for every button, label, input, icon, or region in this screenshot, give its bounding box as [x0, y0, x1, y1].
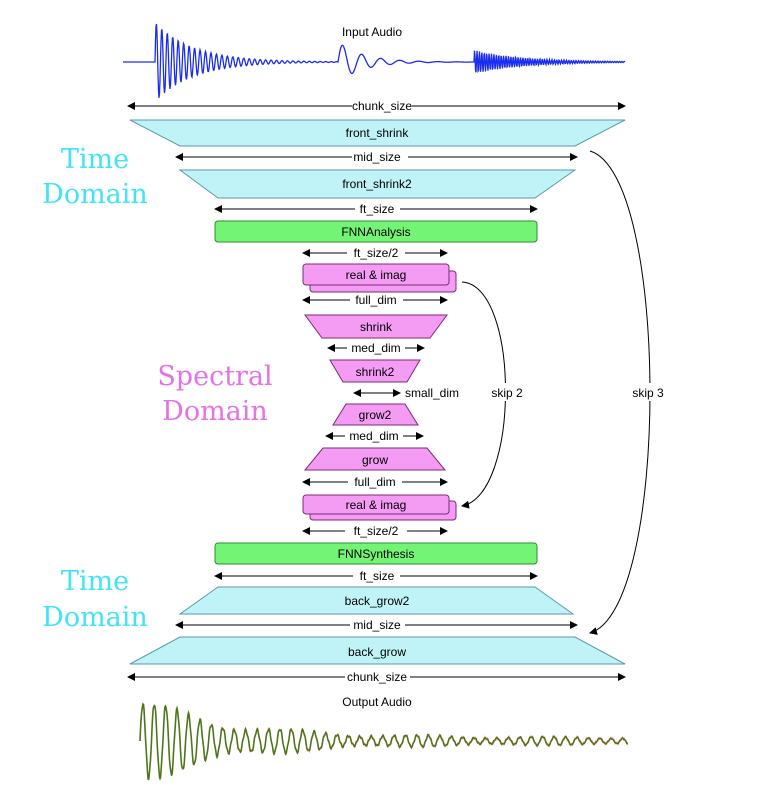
dimension-ft-size-half-bottom: ft_size/2 [302, 524, 448, 538]
dim-label: chunk_size [352, 99, 412, 113]
output-waveform-overlay [139, 703, 629, 781]
dimension-ft-size-bottom: ft_size [214, 569, 538, 583]
dimension-ft-size-half-top: ft_size/2 [302, 246, 448, 260]
block-grow: grow [303, 447, 447, 471]
block-label: front_shrink2 [342, 177, 412, 191]
time-domain-label-top: Time Domain [42, 144, 148, 210]
block-real-imag-top: real & imag [302, 263, 457, 293]
block-fnn-synthesis: FNNSynthesis [214, 542, 538, 565]
dim-label: mid_size [353, 150, 401, 164]
dimension-med-dim-top: med_dim [327, 341, 425, 355]
skip-label: skip 2 [491, 386, 523, 400]
skip-2-connector: skip 2 [461, 281, 527, 509]
block-label: FNNAnalysis [341, 225, 410, 239]
output-waveform [139, 702, 629, 781]
time-domain-word-2: Domain [42, 602, 148, 633]
dim-label: full_dim [355, 293, 396, 307]
output-audio-label: Output Audio [342, 695, 412, 709]
block-real-imag-bottom: real & imag [302, 494, 457, 521]
time-domain-word-2: Domain [42, 179, 148, 210]
dim-label: chunk_size [347, 670, 407, 684]
dim-label: ft_size [360, 569, 395, 583]
dimension-mid-size-top: mid_size [175, 150, 578, 164]
block-grow2: grow2 [332, 403, 419, 426]
dimension-med-dim-bottom: med_dim [325, 429, 424, 443]
block-shrink: shrink [304, 314, 448, 339]
block-label: real & imag [346, 498, 407, 512]
block-label: back_grow [348, 645, 406, 659]
block-back-grow: back_grow [129, 636, 626, 665]
dimension-mid-size-bottom: mid_size [175, 618, 578, 632]
block-label: back_grow2 [345, 594, 410, 608]
dimension-chunk-size-bottom: chunk_size [127, 670, 626, 684]
input-audio-label: Input Audio [342, 25, 402, 39]
dim-label: med_dim [351, 341, 400, 355]
dim-label: ft_size/2 [354, 246, 399, 260]
block-label: real & imag [346, 268, 407, 282]
dim-label: mid_size [353, 618, 401, 632]
block-back-grow2: back_grow2 [178, 586, 575, 615]
dim-label: ft_size [360, 202, 395, 216]
dimension-full-dim-bottom: full_dim [302, 475, 448, 489]
skip-label: skip 3 [632, 386, 664, 400]
block-label: grow2 [359, 408, 392, 422]
dim-label: full_dim [354, 475, 395, 489]
dim-label: med_dim [349, 429, 398, 443]
block-label: FNNSynthesis [338, 547, 415, 561]
dimension-full-dim-top: full_dim [302, 293, 448, 307]
spectral-domain-label: Spectral Domain [157, 361, 272, 427]
block-front-shrink: front_shrink [129, 119, 626, 147]
input-waveform [123, 23, 626, 98]
dimension-chunk-size-top: chunk_size [127, 99, 626, 113]
dimension-ft-size-top: ft_size [214, 202, 538, 216]
dim-label: small_dim [405, 386, 459, 400]
dimension-small-dim: small_dim [353, 386, 459, 400]
skip-3-connector: skip 3 [589, 150, 668, 635]
spectral-domain-word-2: Domain [162, 396, 268, 427]
block-label: front_shrink [346, 126, 410, 140]
block-shrink2: shrink2 [329, 359, 421, 383]
block-fnn-analysis: FNNAnalysis [214, 220, 538, 243]
time-domain-word-1: Time [61, 566, 129, 597]
block-label: shrink [360, 320, 393, 334]
spectral-domain-word-1: Spectral [157, 361, 272, 392]
dim-label: ft_size/2 [354, 524, 399, 538]
block-label: grow [362, 453, 388, 467]
time-domain-label-bottom: Time Domain [42, 566, 148, 633]
block-front-shrink2: front_shrink2 [178, 169, 577, 199]
time-domain-word-1: Time [61, 144, 129, 175]
block-label: shrink2 [356, 365, 395, 379]
